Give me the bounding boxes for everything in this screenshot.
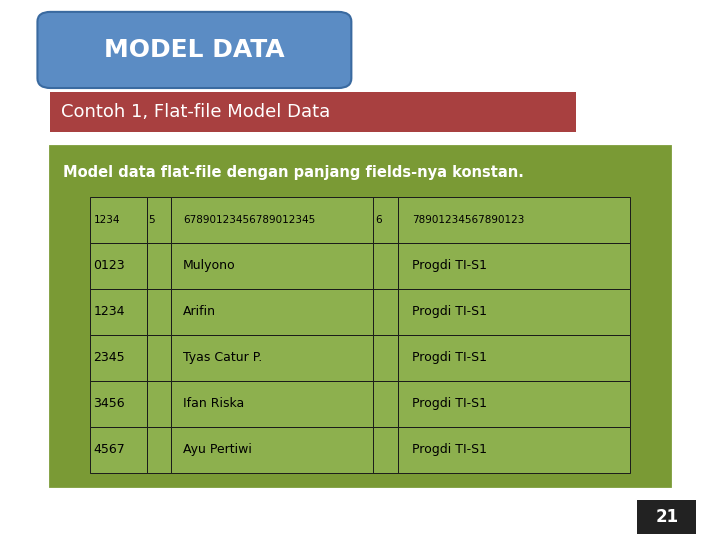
Bar bbox=[374, 335, 397, 381]
Bar bbox=[397, 289, 630, 335]
Text: 21: 21 bbox=[655, 508, 678, 526]
Bar bbox=[90, 197, 147, 243]
Bar bbox=[171, 427, 374, 472]
Text: Progdi TI-S1: Progdi TI-S1 bbox=[412, 351, 487, 364]
Text: Model data flat-file dengan panjang fields-nya konstan.: Model data flat-file dengan panjang fiel… bbox=[63, 165, 524, 180]
Bar bbox=[171, 243, 374, 289]
Bar bbox=[374, 243, 397, 289]
Bar bbox=[374, 381, 397, 427]
Text: 0123: 0123 bbox=[94, 259, 125, 273]
Bar bbox=[374, 427, 397, 472]
Bar bbox=[171, 197, 374, 243]
Text: Ayu Pertiwi: Ayu Pertiwi bbox=[183, 443, 252, 456]
Bar bbox=[374, 197, 397, 243]
Bar bbox=[147, 427, 171, 472]
Text: 4567: 4567 bbox=[94, 443, 125, 456]
Bar bbox=[397, 381, 630, 427]
Bar bbox=[171, 335, 374, 381]
Bar bbox=[147, 289, 171, 335]
Bar bbox=[397, 335, 630, 381]
Text: 6: 6 bbox=[375, 215, 382, 225]
FancyBboxPatch shape bbox=[37, 12, 351, 88]
Text: Progdi TI-S1: Progdi TI-S1 bbox=[412, 305, 487, 319]
Bar bbox=[90, 381, 147, 427]
Text: 3456: 3456 bbox=[94, 397, 125, 410]
Bar bbox=[171, 289, 374, 335]
Text: 67890123456789012345: 67890123456789012345 bbox=[183, 215, 315, 225]
Bar bbox=[147, 335, 171, 381]
Bar bbox=[50, 92, 576, 132]
Bar bbox=[397, 197, 630, 243]
Text: Contoh 1, Flat-file Model Data: Contoh 1, Flat-file Model Data bbox=[61, 103, 330, 121]
Bar bbox=[90, 289, 147, 335]
Text: Tyas Catur P.: Tyas Catur P. bbox=[183, 351, 262, 364]
Bar bbox=[147, 243, 171, 289]
Text: 78901234567890123: 78901234567890123 bbox=[412, 215, 524, 225]
Bar bbox=[397, 427, 630, 472]
Bar bbox=[90, 243, 147, 289]
Bar bbox=[147, 197, 171, 243]
Text: Progdi TI-S1: Progdi TI-S1 bbox=[412, 443, 487, 456]
Text: 1234: 1234 bbox=[94, 215, 120, 225]
Text: Mulyono: Mulyono bbox=[183, 259, 235, 273]
Text: MODEL DATA: MODEL DATA bbox=[104, 38, 284, 62]
Bar bbox=[90, 427, 147, 472]
Text: 2345: 2345 bbox=[94, 351, 125, 364]
Text: Ifan Riska: Ifan Riska bbox=[183, 397, 244, 410]
Text: Arifin: Arifin bbox=[183, 305, 216, 319]
Text: 5: 5 bbox=[148, 215, 155, 225]
Bar bbox=[171, 381, 374, 427]
Text: Progdi TI-S1: Progdi TI-S1 bbox=[412, 259, 487, 273]
Text: 1234: 1234 bbox=[94, 305, 125, 319]
Bar bbox=[90, 335, 147, 381]
Bar bbox=[50, 146, 670, 486]
Bar bbox=[637, 500, 696, 534]
Bar bbox=[374, 289, 397, 335]
Bar bbox=[147, 381, 171, 427]
Bar bbox=[397, 243, 630, 289]
Text: Progdi TI-S1: Progdi TI-S1 bbox=[412, 397, 487, 410]
